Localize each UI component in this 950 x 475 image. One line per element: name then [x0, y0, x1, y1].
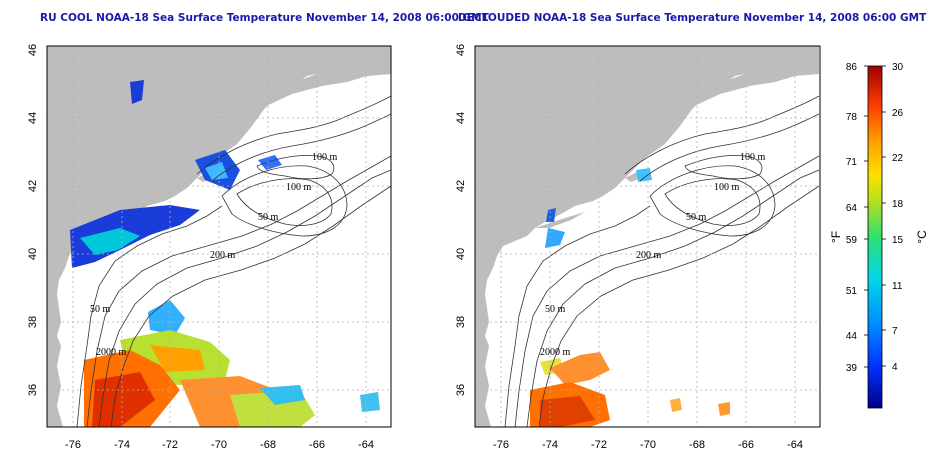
contour-label: 50 m	[545, 304, 566, 315]
lon-tick-label: -76	[493, 439, 509, 451]
right-lon-ticks: -76 -74 -72 -70 -68 -66 -64	[493, 439, 803, 451]
fahrenheit-tick: 86	[846, 62, 858, 73]
celsius-tick: 7	[892, 326, 898, 337]
celsius-tick: 11	[892, 281, 903, 292]
lat-tick-label: 46	[27, 44, 39, 56]
celsius-tick: 4	[892, 362, 898, 373]
lon-tick-label: -66	[738, 439, 754, 451]
right-map-panel: 100 m 100 m 50 m 200 m 50 m 2000 m -76 -…	[455, 44, 821, 451]
contour-label: 50 m	[258, 212, 279, 223]
lon-tick-label: -70	[640, 439, 656, 451]
fahrenheit-tick: 78	[846, 112, 858, 123]
lat-tick-label: 46	[455, 44, 467, 56]
contour-label: 2000 m	[96, 347, 127, 358]
left-panel-title: RU COOL NOAA-18 Sea Surface Temperature …	[40, 12, 489, 24]
lon-tick-label: -68	[260, 439, 276, 451]
left-map-panel: 100 m 100 m 50 m 200 m 50 m 2000 m -76 -…	[27, 44, 392, 451]
right-lat-ticks: 46 44 42 40 38 36	[455, 44, 467, 396]
celsius-tick: 15	[892, 235, 904, 246]
lon-tick-label: -74	[542, 439, 558, 451]
colorbar: 86 78 71 64 59 51 44 39 30 26 22 18 15 1…	[829, 62, 929, 409]
fahrenheit-tick: 39	[846, 363, 858, 374]
left-sst-patches	[70, 80, 380, 427]
lon-tick-label: -70	[211, 439, 227, 451]
lat-tick-label: 36	[27, 384, 39, 396]
contour-label: 200 m	[636, 250, 662, 261]
colorbar-fahrenheit-ticks: 86 78 71 64 59 51 44 39	[846, 62, 858, 374]
celsius-tick: 22	[892, 153, 904, 164]
contour-label: 2000 m	[540, 347, 571, 358]
lat-tick-label: 38	[455, 316, 467, 328]
celsius-unit-label: °C	[915, 230, 929, 244]
celsius-tick: 18	[892, 199, 904, 210]
lat-tick-label: 40	[27, 248, 39, 260]
lon-tick-label: -64	[358, 439, 374, 451]
left-lat-ticks: 46 44 42 40 38 36	[27, 44, 39, 396]
fahrenheit-tick: 59	[846, 235, 858, 246]
lon-tick-label: -64	[787, 439, 803, 451]
left-lon-ticks: -76 -74 -72 -70 -68 -66 -64	[65, 439, 374, 451]
lat-tick-label: 36	[455, 384, 467, 396]
contour-label: 100 m	[740, 152, 766, 163]
lat-tick-label: 44	[455, 112, 467, 124]
right-panel-title: DECLOUDED NOAA-18 Sea Surface Temperatur…	[458, 12, 927, 24]
celsius-tick: 30	[892, 62, 904, 73]
fahrenheit-tick: 71	[846, 157, 858, 168]
lon-tick-label: -76	[65, 439, 81, 451]
right-gridlines	[475, 46, 820, 427]
lon-tick-label: -66	[309, 439, 325, 451]
lon-tick-label: -72	[162, 439, 178, 451]
left-gridlines	[47, 46, 391, 427]
lat-tick-label: 40	[455, 248, 467, 260]
contour-label: 200 m	[210, 250, 236, 261]
lat-tick-label: 42	[455, 180, 467, 192]
lon-tick-label: -72	[591, 439, 607, 451]
colorbar-celsius-ticks: 30 26 22 18 15 11 7 4	[892, 62, 904, 373]
contour-label: 50 m	[90, 304, 111, 315]
lon-tick-label: -74	[114, 439, 130, 451]
fahrenheit-unit-label: °F	[829, 231, 843, 243]
contour-label: 100 m	[312, 152, 338, 163]
fahrenheit-tick: 64	[846, 203, 858, 214]
lat-tick-label: 42	[27, 180, 39, 192]
lon-tick-label: -68	[689, 439, 705, 451]
fahrenheit-tick: 44	[846, 331, 858, 342]
lat-tick-label: 44	[27, 112, 39, 124]
lat-tick-label: 38	[27, 316, 39, 328]
contour-label: 100 m	[286, 182, 312, 193]
celsius-tick: 26	[892, 108, 904, 119]
fahrenheit-tick: 51	[846, 286, 858, 297]
contour-label: 50 m	[686, 212, 707, 223]
right-sst-patches	[530, 168, 730, 427]
contour-label: 100 m	[714, 182, 740, 193]
